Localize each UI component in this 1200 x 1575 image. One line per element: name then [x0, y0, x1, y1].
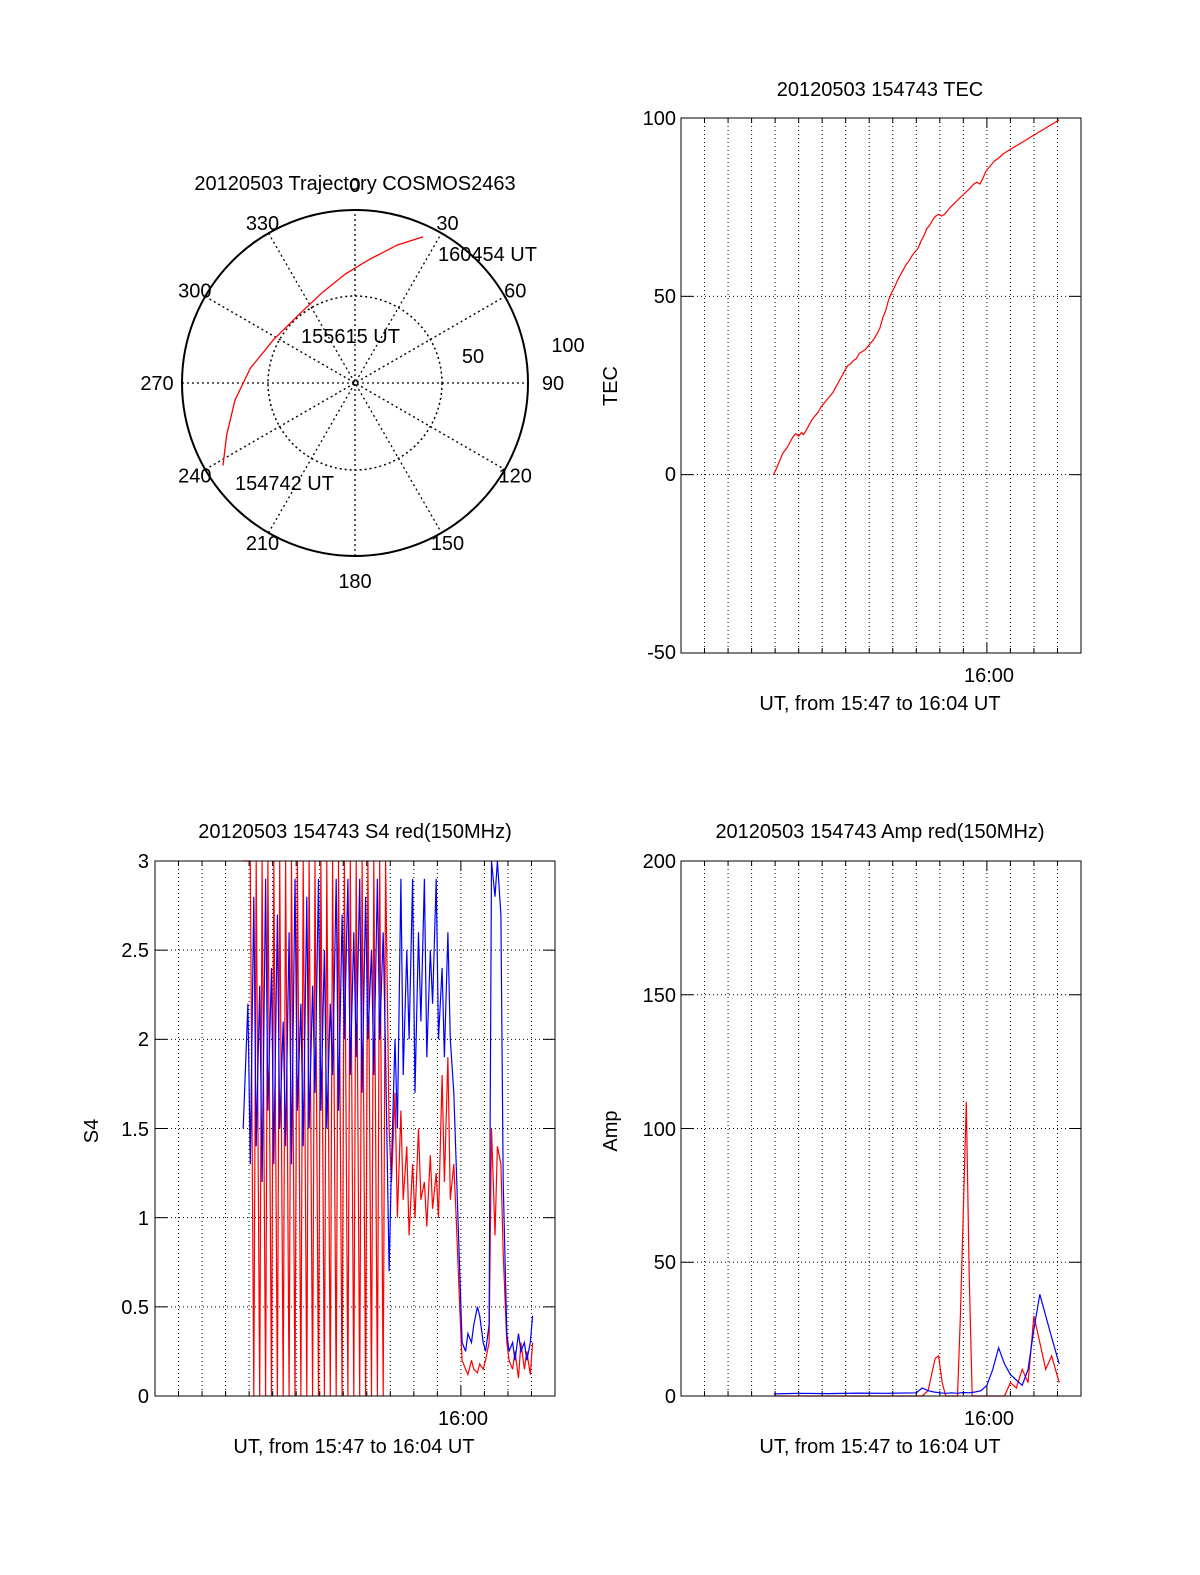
- amp-xlabel: UT, from 15:47 to 16:04 UT: [759, 1436, 1000, 1458]
- polar-radial-label-100: 100: [551, 335, 584, 357]
- polar-azimuth-label-0: 0: [349, 175, 360, 197]
- amp-xtick-label: 16:00: [964, 1408, 1014, 1430]
- polar-annotation-end: 160454 UT: [438, 244, 537, 266]
- s4-ytick-label-2.5: 2.5: [121, 940, 149, 962]
- polar-title: 20120503 Trajectory COSMOS2463: [194, 173, 515, 195]
- amp-ticks: [681, 860, 1081, 1397]
- polar-azimuth-label-180: 180: [338, 571, 371, 593]
- polar-azimuth-label-240: 240: [178, 466, 211, 488]
- polar-azimuth-label-270: 270: [140, 373, 173, 395]
- amp-ytick-label-50: 50: [654, 1252, 676, 1274]
- tec-ytick-label-neg50: -50: [647, 642, 676, 664]
- polar-azimuth-label-30: 30: [436, 213, 458, 235]
- tec-plot-frame: [680, 117, 1082, 654]
- amp-grid: [681, 861, 1081, 1396]
- polar-azimuth-label-60: 60: [504, 281, 526, 303]
- amp-ytick-label-200: 200: [643, 851, 676, 873]
- tec-grid: [681, 118, 1081, 653]
- s4-title: 20120503 154743 S4 red(150MHz): [198, 821, 512, 843]
- polar-annotation-middle: 155615 UT: [301, 326, 400, 348]
- amp-ylabel: Amp: [600, 1110, 622, 1151]
- tec-title: 20120503 154743 TEC: [777, 79, 983, 101]
- tec-series: [773, 119, 1060, 475]
- tec-xtick-label: 16:00: [964, 665, 1014, 687]
- s4-ytick-label-3: 3: [138, 851, 149, 873]
- amp-series-1: [773, 1294, 1060, 1395]
- tec-panel: 20120503 154743 TEC -50 0 50 100 16:00 U…: [600, 79, 1082, 715]
- s4-series-1: [242, 860, 534, 1361]
- s4-ytick-label-0: 0: [138, 1386, 149, 1408]
- tec-ticks: [681, 117, 1081, 654]
- tec-xlabel: UT, from 15:47 to 16:04 UT: [759, 693, 1000, 715]
- tec-ytick-label-50: 50: [654, 286, 676, 308]
- s4-ytick-label-1.5: 1.5: [121, 1119, 149, 1141]
- polar-azimuth-label-330: 330: [246, 213, 279, 235]
- polar-azimuth-label-150: 150: [431, 533, 464, 555]
- s4-series: [242, 860, 534, 1397]
- s4-panel: 20120503 154743 S4 red(150MHz) 0 0.5 1 1…: [81, 821, 556, 1458]
- s4-ytick-label-2: 2: [138, 1029, 149, 1051]
- s4-xlabel: UT, from 15:47 to 16:04 UT: [233, 1436, 474, 1458]
- polar-azimuth-label-210: 210: [246, 533, 279, 555]
- amp-title: 20120503 154743 Amp red(150MHz): [715, 821, 1044, 843]
- tec-ylabel: TEC: [600, 366, 622, 406]
- amp-ytick-label-0: 0: [665, 1386, 676, 1408]
- polar-annotation-start: 154742 UT: [235, 473, 334, 495]
- polar-inner-circle: [267, 295, 443, 471]
- s4-ylabel: S4: [81, 1119, 103, 1143]
- polar-azimuth-labels: 0 30 60 90 120 150 180 210 240 270 300 330: [140, 175, 564, 593]
- s4-ytick-label-0.5: 0.5: [121, 1297, 149, 1319]
- polar-track-line: [222, 236, 424, 466]
- polar-panel: 20120503 Trajectory COSMOS2463 0 30 60 90 12…: [140, 173, 584, 593]
- amp-series-0: [773, 1101, 1060, 1397]
- polar-azimuth-label-90: 90: [542, 373, 564, 395]
- tec-ytick-label-100: 100: [643, 108, 676, 130]
- tec-ytick-label-0: 0: [665, 464, 676, 486]
- s4-ticks: [155, 860, 555, 1397]
- polar-azimuth-label-120: 120: [499, 466, 532, 488]
- amp-ytick-label-150: 150: [643, 985, 676, 1007]
- tec-series-0: [773, 119, 1060, 475]
- amp-ytick-label-100: 100: [643, 1119, 676, 1141]
- polar-azimuth-label-300: 300: [178, 281, 211, 303]
- s4-xtick-label: 16:00: [438, 1408, 488, 1430]
- amp-series: [773, 1101, 1060, 1397]
- s4-ytick-label-1: 1: [138, 1208, 149, 1230]
- polar-radial-label-50: 50: [462, 346, 484, 368]
- amp-panel: 20120503 154743 Amp red(150MHz) 0 50 100…: [600, 821, 1082, 1458]
